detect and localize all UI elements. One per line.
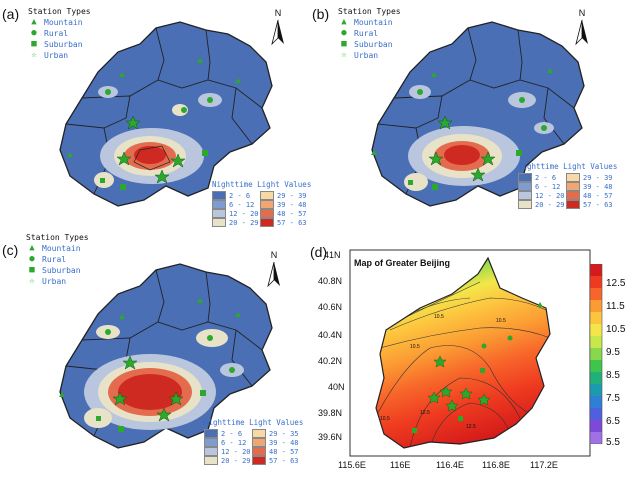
- square-icon: ■: [341, 39, 347, 49]
- circle-icon: ●: [341, 28, 347, 38]
- lat-tick: 40.2N: [318, 356, 343, 366]
- legend-rural: ● Rural: [28, 28, 91, 39]
- triangle-icon: ▲: [341, 17, 347, 27]
- panel-a: (a): [0, 0, 312, 240]
- ntl-legend-a: Nighttime Light Values 2 - 6 29 - 39 6 - …: [212, 180, 312, 227]
- lat-tick: 41N: [324, 250, 341, 260]
- station-legend-a: Station Types ▲ Mountain ● Rural ■ Suburban…: [28, 6, 91, 61]
- svg-text:10.5: 10.5: [380, 416, 390, 422]
- svg-text:10.5: 10.5: [434, 314, 444, 320]
- colorbar-tick: 6.5: [606, 416, 620, 427]
- lon-tick: 115.6E: [338, 460, 366, 470]
- square-icon: ■: [31, 39, 37, 49]
- panel-label-c: (c): [2, 242, 19, 258]
- lon-tick: 117.2E: [530, 460, 558, 470]
- north-arrow-a: N: [268, 8, 288, 48]
- square-icon: ■: [29, 265, 35, 275]
- colorbar-tick: 7.5: [606, 393, 620, 404]
- legend-mountain: ▲ Mountain: [26, 243, 89, 254]
- legend-suburban: ■ Suburban: [338, 39, 401, 50]
- legend-rural: ● Rural: [26, 254, 89, 265]
- north-arrow-c: N: [264, 250, 284, 290]
- beijing-ntl-map-b: [371, 21, 585, 207]
- triangle-icon: ▲: [31, 17, 37, 27]
- triangle-icon: ▲: [29, 243, 35, 253]
- panel-label-a: (a): [2, 6, 20, 22]
- legend-suburban: ■ Suburban: [28, 39, 91, 50]
- colorbar-tick: 10.5: [606, 324, 626, 335]
- star-icon: ☆: [31, 50, 37, 60]
- lat-tick: 39.6N: [318, 432, 343, 442]
- circle-icon: ●: [29, 254, 35, 264]
- colorbar-tick: 8.5: [606, 370, 620, 381]
- circle-icon: ●: [31, 28, 37, 38]
- station-legend-b: Station Types ▲ Mountain ● Rural ■ Suburban…: [338, 7, 401, 61]
- legend-mountain: ▲ Mountain: [28, 17, 91, 28]
- colorbar-tick: 12.5: [606, 278, 626, 289]
- beijing-ntl-map-a: [59, 21, 273, 207]
- temperature-contour-map: 10.5 10.5 10.5 12.5 10.5 12.5: [349, 249, 591, 457]
- legend-rural: ● Rural: [338, 28, 401, 39]
- svg-text:10.5: 10.5: [496, 318, 506, 324]
- lat-tick: 40N: [328, 382, 345, 392]
- lon-tick: 116.8E: [482, 460, 510, 470]
- map-d-title: Map of Greater Beijing: [354, 258, 451, 268]
- ntl-legend-b: Nighttime Light Values 2 - 6 29 - 39 6 - …: [518, 162, 618, 209]
- star-icon: ☆: [29, 276, 35, 286]
- legend-urban: ☆ Urban: [338, 50, 401, 61]
- ntl-legend-c: Nighttime Light Values 2 - 6 29 - 35 6 - …: [204, 418, 304, 465]
- star-icon: ☆: [341, 50, 347, 60]
- colorbar-tick: 5.5: [606, 437, 620, 448]
- colorbar-tick: 11.5: [606, 301, 625, 312]
- panel-label-b: (b): [312, 6, 330, 22]
- legend-urban: ☆ Urban: [26, 276, 89, 287]
- panel-d: (d): [310, 238, 640, 484]
- legend-mountain: ▲ Mountain: [338, 17, 401, 28]
- lon-tick: 116E: [390, 460, 411, 470]
- lat-tick: 40.6N: [318, 302, 343, 312]
- svg-text:12.5: 12.5: [466, 424, 476, 430]
- station-legend-title: Station Types: [28, 7, 91, 16]
- station-legend-c: Station Types ▲ Mountain ● Rural ■ Suburban…: [26, 233, 89, 287]
- lat-tick: 39.8N: [318, 408, 343, 418]
- beijing-ntl-map-c: [59, 263, 273, 449]
- north-arrow-b: N: [572, 8, 592, 48]
- panel-c: (c): [0, 233, 310, 484]
- svg-text:10.5: 10.5: [410, 344, 420, 350]
- temperature-colorbar: [590, 264, 603, 444]
- legend-urban: ☆ Urban: [28, 50, 91, 61]
- lat-tick: 40.4N: [318, 330, 343, 340]
- lon-tick: 116.4E: [436, 460, 464, 470]
- lat-tick: 40.8N: [318, 276, 343, 286]
- panel-label-d: (d): [310, 244, 328, 260]
- colorbar-tick: 9.5: [606, 347, 620, 358]
- legend-suburban: ■ Suburban: [26, 265, 89, 276]
- svg-text:12.5: 12.5: [420, 410, 430, 416]
- panel-b: (b): [312, 0, 640, 240]
